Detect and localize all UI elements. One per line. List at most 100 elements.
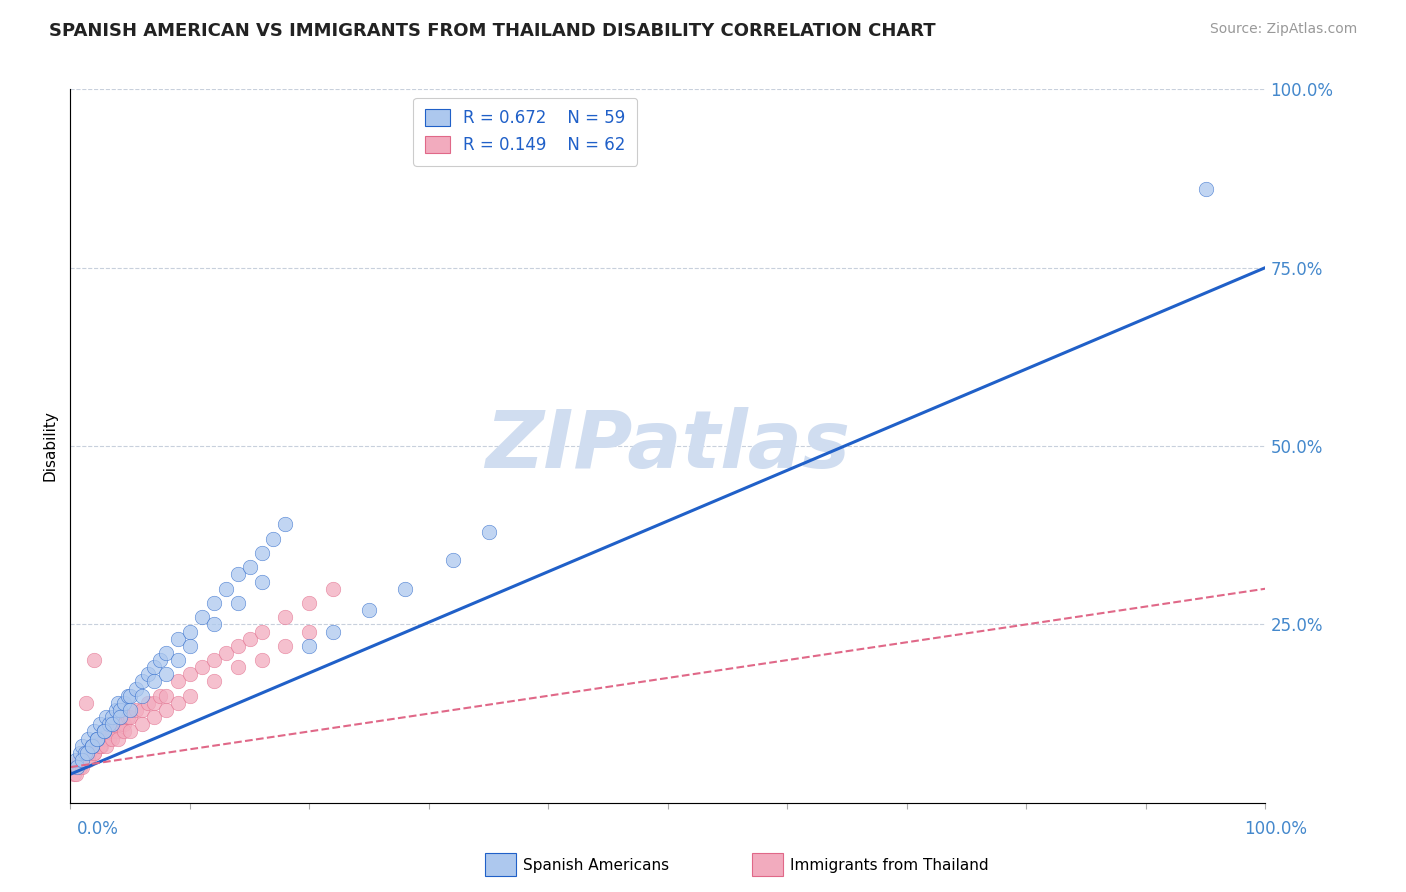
Point	[112, 724, 135, 739]
Point	[125, 703, 148, 717]
Point	[96, 739, 117, 753]
Point	[67, 753, 90, 767]
Text: 100.0%: 100.0%	[1244, 820, 1308, 838]
Point	[478, 524, 501, 539]
Point	[202, 617, 225, 632]
Point	[70, 753, 93, 767]
Point	[239, 632, 262, 646]
Point	[202, 596, 225, 610]
Point	[120, 703, 141, 717]
Point	[89, 717, 111, 731]
Point	[107, 724, 129, 739]
Point	[65, 760, 87, 774]
Point	[66, 760, 89, 774]
Point	[214, 582, 236, 596]
Point	[322, 624, 344, 639]
Point	[155, 667, 177, 681]
Point	[298, 596, 321, 610]
Point	[250, 574, 273, 589]
Point	[70, 739, 93, 753]
Point	[202, 653, 225, 667]
Point	[143, 696, 166, 710]
Point	[131, 689, 153, 703]
Point	[214, 646, 236, 660]
Point	[149, 689, 172, 703]
Point	[191, 660, 214, 674]
Point	[298, 624, 321, 639]
Point	[179, 639, 201, 653]
Point	[63, 767, 86, 781]
Point	[274, 639, 297, 653]
Point	[274, 517, 297, 532]
Point	[250, 653, 273, 667]
Point	[83, 746, 105, 760]
Point	[1195, 182, 1218, 196]
Point	[131, 717, 153, 731]
Text: 0.0%: 0.0%	[77, 820, 120, 838]
Text: Immigrants from Thailand: Immigrants from Thailand	[790, 858, 988, 872]
Point	[394, 582, 416, 596]
Point	[166, 696, 188, 710]
Point	[97, 717, 120, 731]
Point	[83, 746, 105, 760]
Point	[166, 632, 188, 646]
Y-axis label: Disability: Disability	[42, 410, 58, 482]
Point	[69, 746, 91, 760]
Point	[143, 710, 166, 724]
Point	[120, 710, 141, 724]
Point	[143, 660, 166, 674]
Point	[86, 731, 108, 746]
Point	[149, 653, 172, 667]
Point	[166, 653, 188, 667]
Point	[80, 739, 103, 753]
Point	[97, 731, 120, 746]
Point	[87, 731, 110, 746]
Point	[96, 724, 117, 739]
Point	[101, 710, 124, 724]
Point	[179, 689, 201, 703]
Point	[107, 731, 129, 746]
Point	[120, 689, 141, 703]
Point	[179, 667, 201, 681]
Point	[107, 696, 129, 710]
Point	[93, 724, 115, 739]
Point	[79, 746, 101, 760]
Point	[76, 753, 98, 767]
Text: SPANISH AMERICAN VS IMMIGRANTS FROM THAILAND DISABILITY CORRELATION CHART: SPANISH AMERICAN VS IMMIGRANTS FROM THAI…	[49, 22, 936, 40]
Point	[239, 560, 262, 574]
Point	[117, 710, 139, 724]
Point	[359, 603, 381, 617]
Point	[110, 710, 132, 724]
Point	[80, 739, 103, 753]
Point	[86, 739, 108, 753]
Point	[179, 624, 201, 639]
Point	[191, 610, 214, 624]
Point	[110, 703, 132, 717]
Point	[80, 739, 103, 753]
Point	[441, 553, 464, 567]
Point	[89, 739, 111, 753]
Point	[77, 753, 100, 767]
Point	[104, 717, 127, 731]
Point	[117, 689, 139, 703]
Point	[76, 746, 98, 760]
Point	[155, 689, 177, 703]
Point	[65, 753, 87, 767]
Point	[110, 717, 132, 731]
Point	[322, 582, 344, 596]
Legend: R = 0.672    N = 59, R = 0.149    N = 62: R = 0.672 N = 59, R = 0.149 N = 62	[413, 97, 637, 166]
Point	[69, 760, 91, 774]
Point	[93, 724, 115, 739]
Point	[155, 703, 177, 717]
Point	[131, 703, 153, 717]
Point	[226, 660, 249, 674]
Point	[226, 567, 249, 582]
Point	[90, 739, 112, 753]
Point	[263, 532, 285, 546]
Point	[112, 696, 135, 710]
Point	[101, 724, 124, 739]
Point	[143, 674, 166, 689]
Point	[101, 717, 124, 731]
Point	[83, 724, 105, 739]
Point	[274, 610, 297, 624]
